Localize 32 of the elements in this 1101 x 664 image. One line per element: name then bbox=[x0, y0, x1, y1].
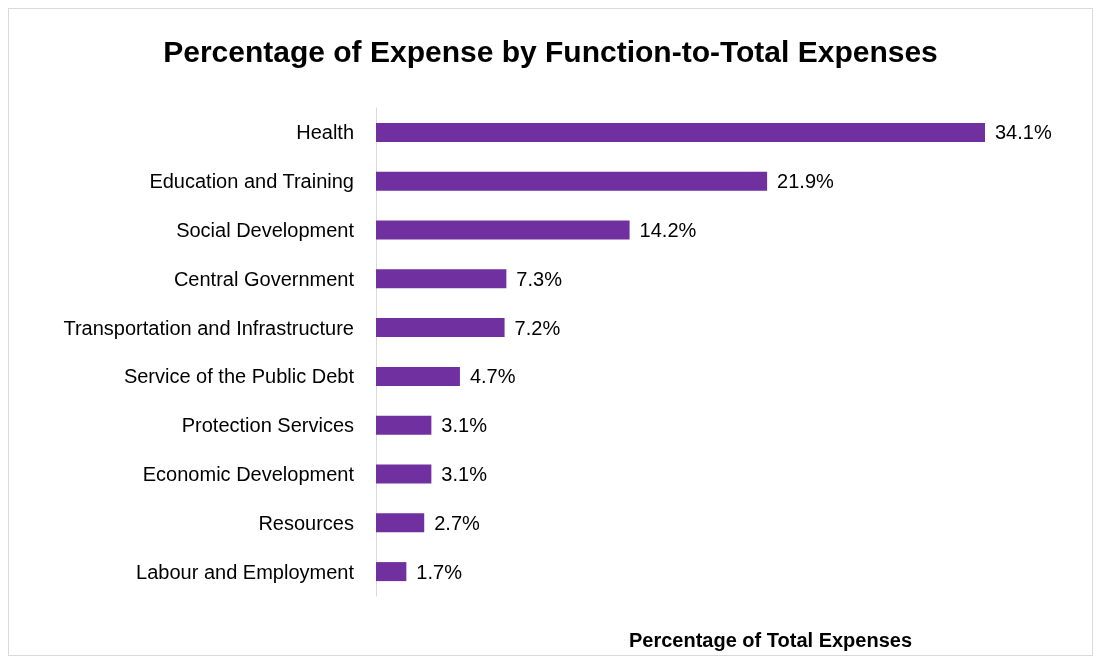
y-tick-label: Resources bbox=[258, 511, 354, 534]
bar bbox=[376, 122, 985, 142]
data-label: 21.9% bbox=[777, 170, 835, 193]
bar bbox=[376, 366, 460, 386]
data-label: 7.2% bbox=[514, 316, 561, 339]
data-label: 3.1% bbox=[441, 414, 488, 437]
bar bbox=[376, 318, 505, 338]
y-tick-label: Protection Services bbox=[181, 414, 354, 437]
bar bbox=[376, 171, 768, 191]
data-label: 1.7% bbox=[416, 560, 463, 583]
y-tick-label: Service of the Public Debt bbox=[123, 365, 355, 388]
y-tick-label: Transportation and Infrastructure bbox=[63, 316, 354, 339]
chart-title: Percentage of Expense by Function-to-Total Expenses bbox=[163, 34, 938, 68]
bar bbox=[376, 415, 432, 435]
data-label: 34.1% bbox=[995, 121, 1052, 144]
bar bbox=[376, 220, 630, 240]
x-axis-title: Percentage of Total Expenses bbox=[628, 629, 913, 651]
y-tick-label: Economic Development bbox=[142, 463, 355, 485]
y-tick-label: Education and Training bbox=[149, 170, 354, 193]
bar bbox=[376, 464, 432, 484]
data-label: 4.7% bbox=[469, 365, 516, 388]
bar bbox=[376, 562, 407, 582]
y-tick-label: Central Government bbox=[173, 267, 355, 290]
y-tick-label: Social Development bbox=[176, 219, 355, 241]
data-label: 14.2% bbox=[639, 219, 697, 241]
bar bbox=[376, 269, 507, 289]
data-label: 3.1% bbox=[441, 463, 488, 485]
data-label: 7.3% bbox=[516, 267, 563, 290]
data-label: 2.7% bbox=[434, 511, 481, 534]
y-tick-label: Health bbox=[296, 121, 354, 144]
y-tick-label: Labour and Employment bbox=[136, 560, 355, 583]
bar bbox=[376, 513, 425, 533]
